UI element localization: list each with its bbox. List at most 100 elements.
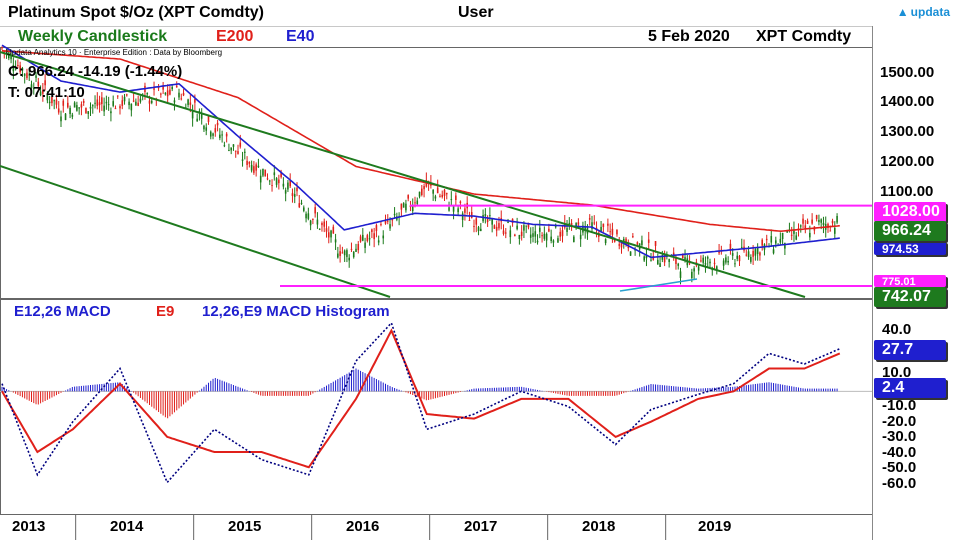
candle-body: [405, 203, 407, 211]
candle-body: [704, 263, 707, 265]
candle-body: [609, 231, 611, 233]
candle-body: [693, 268, 695, 272]
candle-body: [600, 226, 602, 232]
candle-body: [691, 271, 693, 278]
candle-body: [382, 235, 385, 239]
date-label: 5 Feb 2020: [648, 28, 730, 45]
candle-body: [632, 236, 634, 238]
candle-body: [255, 164, 257, 171]
candle-body: [296, 187, 298, 192]
macd-signal-label: E9: [156, 303, 175, 320]
candle-body: [289, 179, 291, 187]
candle-body: [668, 259, 670, 263]
candle-body: [457, 208, 459, 213]
candle-body: [19, 65, 21, 73]
candle-body: [679, 271, 682, 278]
candle-body: [514, 234, 516, 236]
year-label: 2016: [346, 518, 380, 535]
candle-body: [262, 168, 264, 176]
candle-body: [316, 219, 319, 225]
candle-body: [641, 240, 643, 246]
candle-body: [139, 98, 142, 102]
candle-body: [232, 144, 235, 147]
macd-tick: 10.0: [882, 364, 912, 381]
candle-body: [373, 233, 375, 240]
candle-body: [432, 189, 434, 194]
candle-body: [400, 203, 403, 210]
candle-body: [486, 217, 489, 223]
candle-body: [98, 102, 101, 106]
candle-body: [532, 233, 534, 237]
candle-body: [752, 250, 754, 257]
candle-body: [200, 113, 203, 119]
candle-body: [761, 239, 763, 246]
e40-label: E40: [286, 28, 315, 45]
candle-body: [541, 235, 543, 237]
candle-body: [1, 47, 3, 49]
candle-body: [759, 252, 761, 256]
candle-body: [593, 222, 596, 224]
candle-body: [557, 238, 559, 243]
candle-body: [126, 94, 128, 96]
candle-body: [559, 231, 562, 237]
candle-body: [182, 93, 185, 96]
candle-body: [650, 259, 652, 261]
candle-body: [443, 189, 446, 196]
candle-body: [765, 238, 768, 241]
candle-body: [570, 223, 573, 227]
candle-body: [85, 108, 87, 114]
candle-body: [209, 131, 212, 137]
candle-body: [480, 228, 482, 232]
candle-body: [119, 106, 121, 109]
candle-body: [681, 254, 684, 259]
candle-body: [441, 194, 444, 197]
year-label: 2015: [228, 518, 262, 535]
candle-body: [203, 125, 205, 130]
macd-hist-label: 12,26,E9 MACD Histogram: [202, 303, 390, 320]
candle-body: [57, 108, 60, 113]
candle-body: [795, 235, 798, 240]
candle-body: [309, 220, 312, 226]
macd-tick: -40.0: [882, 444, 917, 461]
candle-body: [697, 266, 700, 271]
candle-body: [423, 186, 425, 190]
candle-body: [339, 251, 341, 256]
candle-body: [781, 232, 784, 240]
candle-body: [237, 151, 239, 154]
candle-body: [718, 250, 720, 254]
candle-body: [434, 196, 437, 199]
candle-body: [700, 260, 702, 262]
candle-body: [171, 86, 173, 90]
e200-label: E200: [216, 28, 254, 45]
candle-body: [348, 257, 350, 261]
candle-body: [91, 105, 94, 107]
candle-body: [716, 266, 718, 271]
macd-tag: 27.7: [874, 340, 946, 360]
candle-body: [321, 223, 323, 226]
macd-line: [1, 321, 841, 484]
price-tick: 1500.00: [880, 64, 935, 81]
candle-body: [78, 107, 80, 109]
candle-body: [663, 256, 666, 263]
candle-body: [257, 165, 260, 168]
candle-body: [225, 133, 228, 137]
candle-body: [793, 229, 795, 234]
candle-body: [745, 254, 748, 256]
candle-body: [477, 227, 480, 232]
candle-body: [148, 100, 151, 104]
candle-body: [468, 219, 471, 221]
candle-body: [187, 99, 189, 105]
candle-body: [337, 253, 339, 258]
hist-tag: 2.4: [874, 378, 946, 398]
candle-body: [831, 220, 834, 224]
candle-body: [116, 95, 119, 97]
candle-body: [46, 93, 49, 101]
candle-body: [230, 147, 232, 151]
candle-body: [620, 242, 623, 248]
candle-body: [654, 241, 657, 246]
macd-panel[interactable]: [0, 299, 874, 515]
candle-body: [48, 101, 51, 104]
candle-body: [132, 100, 135, 102]
candle-body: [87, 111, 90, 114]
candle-body: [568, 222, 571, 226]
